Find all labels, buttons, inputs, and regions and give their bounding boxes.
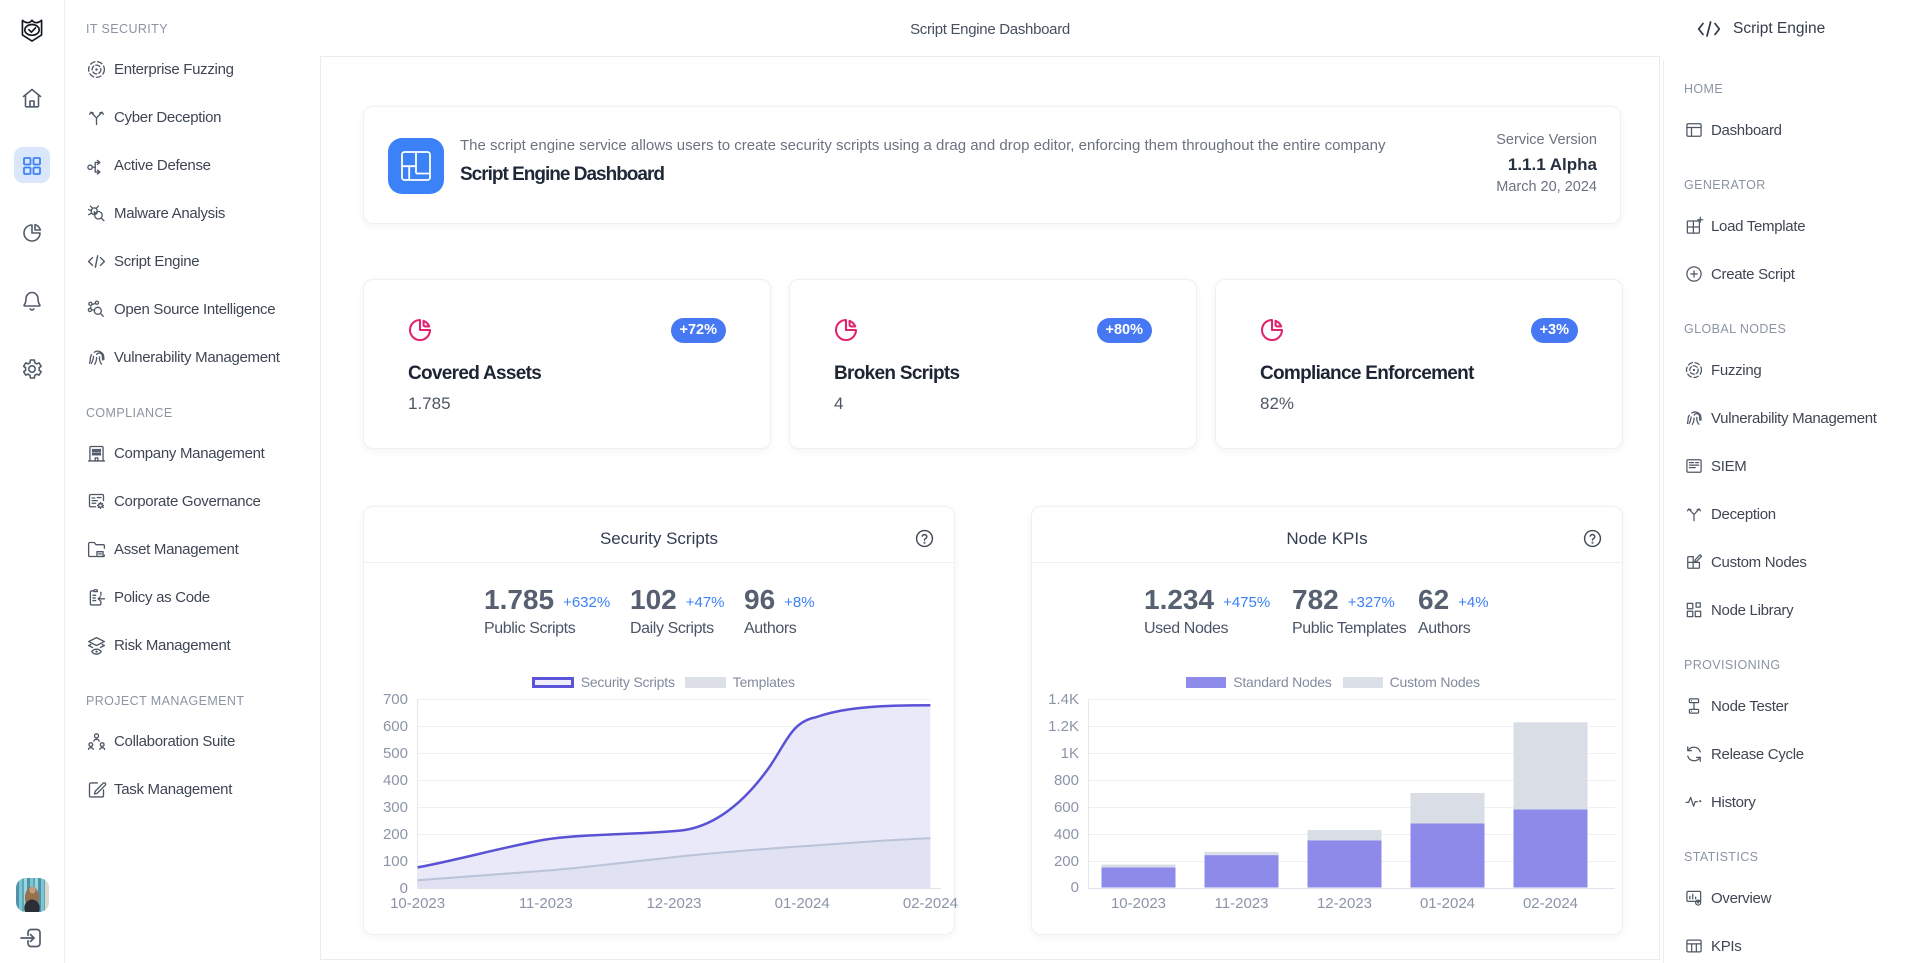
svg-text:12-2023: 12-2023 (1317, 895, 1372, 912)
svg-text:700: 700 (383, 691, 408, 708)
svg-text:400: 400 (1054, 826, 1079, 843)
svg-text:200: 200 (1054, 853, 1079, 870)
svg-text:11-2023: 11-2023 (519, 895, 573, 912)
svg-text:600: 600 (383, 718, 408, 735)
svg-text:01-2024: 01-2024 (775, 895, 830, 912)
svg-text:01-2024: 01-2024 (1420, 895, 1475, 912)
svg-text:600: 600 (1054, 799, 1079, 816)
svg-text:100: 100 (383, 853, 408, 870)
svg-text:02-2024: 02-2024 (903, 895, 958, 912)
svg-text:02-2024: 02-2024 (1523, 895, 1578, 912)
svg-text:10-2023: 10-2023 (390, 895, 445, 912)
svg-text:500: 500 (383, 745, 408, 762)
svg-text:800: 800 (1054, 772, 1079, 789)
svg-text:0: 0 (1071, 879, 1079, 896)
svg-text:10-2023: 10-2023 (1111, 895, 1166, 912)
svg-text:1.2K: 1.2K (1048, 718, 1079, 735)
svg-text:12-2023: 12-2023 (646, 895, 701, 912)
svg-text:200: 200 (383, 826, 408, 843)
svg-text:1.4K: 1.4K (1048, 691, 1079, 708)
svg-text:0: 0 (400, 880, 408, 897)
svg-text:11-2023: 11-2023 (1215, 895, 1269, 912)
svg-text:1K: 1K (1061, 745, 1079, 762)
svg-text:300: 300 (383, 799, 408, 816)
svg-text:400: 400 (383, 772, 408, 789)
